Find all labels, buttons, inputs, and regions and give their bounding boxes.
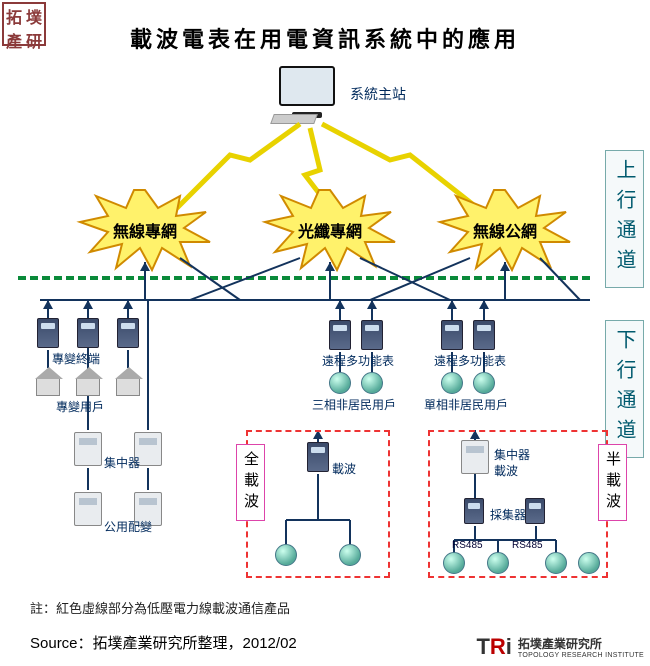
user-label: 三相非居民用戶 bbox=[312, 396, 396, 413]
rs485-label: RS485 bbox=[452, 540, 483, 551]
user-icon bbox=[545, 552, 567, 574]
network-label: 光纖專網 bbox=[265, 190, 395, 270]
user-icon bbox=[473, 372, 495, 394]
meter-icon bbox=[117, 318, 139, 348]
meter-icon bbox=[441, 320, 463, 350]
half-carrier-label: 半載波 bbox=[598, 444, 627, 521]
network-burst-wireless-private: 無線專網 bbox=[80, 190, 210, 270]
user-label: 單相非居民用戶 bbox=[424, 396, 508, 413]
collector-label: 採集器 bbox=[490, 506, 526, 523]
tri-logo: TRi bbox=[476, 634, 511, 660]
network-burst-wireless-public: 無線公網 bbox=[440, 190, 570, 270]
footnote: 註：紅色虛線部分為低壓電力線載波通信產品 bbox=[30, 598, 290, 617]
collector-icon bbox=[464, 498, 484, 524]
meter-label: 遠程多功能表 bbox=[322, 352, 394, 369]
concentrator-icon bbox=[461, 440, 489, 474]
user-icon bbox=[441, 372, 463, 394]
logo-text: 拓墣產業研究所 bbox=[518, 635, 644, 652]
meter-icon bbox=[307, 442, 329, 472]
user-icon bbox=[329, 372, 351, 394]
rs485-label: RS485 bbox=[512, 540, 543, 551]
house-icon bbox=[36, 378, 60, 396]
meter-icon bbox=[361, 320, 383, 350]
carrier-sublabel: 載波 bbox=[494, 462, 518, 479]
logo-subtext: TOPOLOGY RESEARCH INSTITUTE bbox=[518, 652, 644, 659]
network-burst-fiber: 光纖專網 bbox=[265, 190, 395, 270]
meter-label: 遠程多功能表 bbox=[434, 352, 506, 369]
meter-icon bbox=[329, 320, 351, 350]
user-icon bbox=[443, 552, 465, 574]
concentrator-label: 集中器 bbox=[494, 446, 530, 463]
user-icon bbox=[361, 372, 383, 394]
user-icon bbox=[339, 544, 361, 566]
concentrator-icon bbox=[74, 432, 102, 466]
logo-bottom-right: TRi 拓墣產業研究所 TOPOLOGY RESEARCH INSTITUTE bbox=[476, 634, 644, 660]
network-label: 無線公網 bbox=[440, 190, 570, 270]
network-label: 無線專網 bbox=[80, 190, 210, 270]
house-icon bbox=[116, 378, 140, 396]
concentrator-label: 集中器 bbox=[104, 454, 140, 471]
user-icon bbox=[275, 544, 297, 566]
house-icon bbox=[76, 378, 100, 396]
transformer-label: 公用配變 bbox=[104, 518, 152, 535]
diagram-canvas: 拓 墣 產 研 載波電表在用電資訊系統中的應用 系統主站 無線專網 光纖專網 無… bbox=[0, 0, 650, 666]
terminal-label: 專變終端 bbox=[52, 350, 100, 367]
meter-icon bbox=[473, 320, 495, 350]
full-carrier-label: 全載波 bbox=[236, 444, 265, 521]
carrier-sublabel: 載波 bbox=[332, 460, 356, 477]
collector-icon bbox=[525, 498, 545, 524]
user-icon bbox=[487, 552, 509, 574]
meter-icon bbox=[37, 318, 59, 348]
transformer-icon bbox=[74, 492, 102, 526]
user-icon bbox=[578, 552, 600, 574]
source-line: Source：拓墣產業研究所整理，2012/02 bbox=[30, 632, 297, 653]
user-label: 專變用戶 bbox=[56, 398, 104, 415]
meter-icon bbox=[77, 318, 99, 348]
